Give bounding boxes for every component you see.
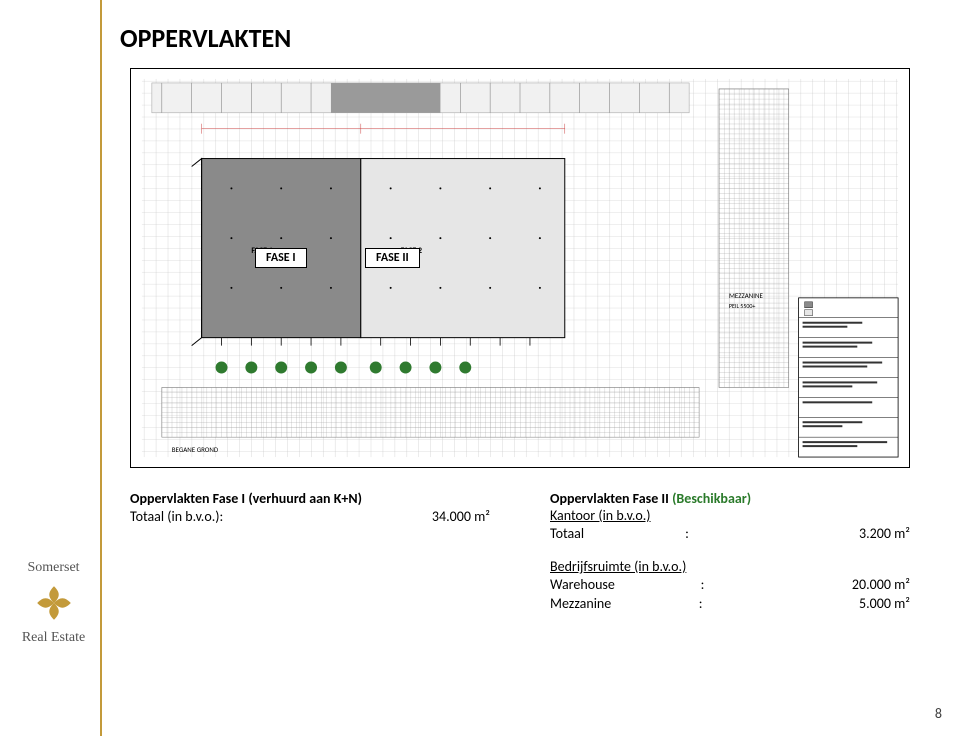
table-row: Mezzanine : 5.000 m² bbox=[550, 594, 910, 614]
logo-top-text: Somerset bbox=[16, 560, 91, 576]
site-plan-frame: FASE 1 FASE 2 bbox=[130, 68, 910, 468]
svg-text:BEGANE GROND: BEGANE GROND bbox=[172, 445, 219, 454]
svg-text:MEZZANINE: MEZZANINE bbox=[729, 291, 764, 300]
row-sep: : bbox=[692, 575, 712, 595]
left-data-col: Oppervlakten Fase I (verhuurd aan K+N) T… bbox=[130, 490, 490, 614]
fase2-beschikbaar: (Beschikbaar) bbox=[672, 490, 751, 507]
row-sep: : bbox=[691, 594, 711, 614]
accent-bar bbox=[100, 0, 102, 736]
row-label: Warehouse bbox=[550, 575, 615, 595]
logo-bottom-text: Real Estate bbox=[16, 630, 91, 646]
fase2-heading: Oppervlakten Fase II (Beschikbaar) bbox=[550, 490, 910, 507]
fase1-total-value: 34.000 m² bbox=[432, 507, 490, 527]
kantoor-value: 3.200 m² bbox=[790, 524, 910, 544]
row-value: 5.000 m² bbox=[790, 594, 910, 614]
fase1-heading: Oppervlakten Fase I (verhuurd aan K+N) bbox=[130, 490, 490, 507]
row-value: 20.000 m² bbox=[790, 575, 910, 595]
page-title: OPPERVLAKTEN bbox=[120, 22, 291, 54]
data-columns: Oppervlakten Fase I (verhuurd aan K+N) T… bbox=[130, 490, 910, 614]
fase2-label: FASE II bbox=[365, 248, 420, 268]
kantoor-label: Totaal bbox=[550, 524, 584, 544]
bedrijfsruimte-heading: Bedrijfsruimte (in b.v.o.) bbox=[550, 558, 910, 575]
fase2-heading-prefix: Oppervlakten Fase II bbox=[550, 490, 672, 507]
fase1-total-label: Totaal (in b.v.o.): bbox=[130, 507, 223, 527]
row-label: Mezzanine bbox=[550, 594, 611, 614]
site-plan: FASE 1 FASE 2 bbox=[131, 69, 909, 467]
svg-text:PEIL 5500+: PEIL 5500+ bbox=[729, 302, 755, 310]
logo-icon bbox=[33, 582, 75, 624]
kantoor-sep: : bbox=[677, 524, 697, 544]
logo: Somerset Real Estate bbox=[16, 560, 91, 646]
page-number: 8 bbox=[935, 705, 942, 722]
kantoor-heading: Kantoor (in b.v.o.) bbox=[550, 507, 910, 524]
fase1-label: FASE I bbox=[255, 248, 307, 268]
right-data-col: Oppervlakten Fase II (Beschikbaar) Kanto… bbox=[550, 490, 910, 614]
table-row: Warehouse : 20.000 m² bbox=[550, 575, 910, 595]
